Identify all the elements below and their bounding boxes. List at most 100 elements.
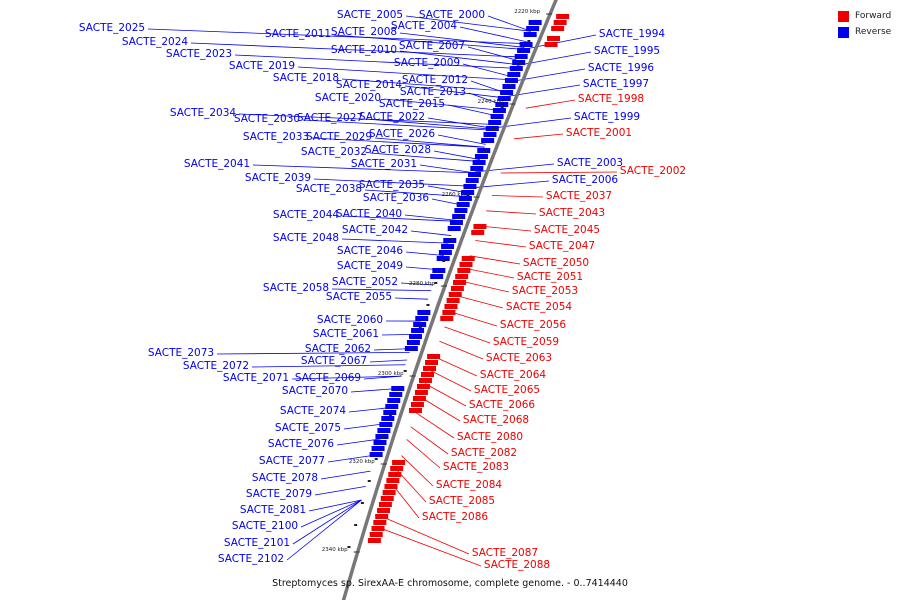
leader-line — [364, 189, 466, 197]
leader-line — [400, 282, 434, 286]
leader-line — [433, 150, 480, 160]
leader-line — [437, 134, 486, 145]
leader-line — [424, 383, 467, 407]
gene-label-reverse: SACTE_2071 — [223, 372, 289, 384]
small-feature — [360, 502, 364, 504]
gene-label-forward: SACTE_2066 — [469, 399, 536, 411]
forward-gene — [371, 526, 385, 531]
leader-line — [378, 527, 482, 567]
forward-gene — [547, 36, 561, 41]
gene-label-reverse: SACTE_2070 — [282, 385, 348, 397]
chromosome-backbone — [341, 0, 558, 600]
gene-label-reverse: SACTE_2029 — [306, 131, 372, 143]
reverse-gene — [454, 208, 468, 213]
gene-label-reverse: SACTE_2030 — [234, 113, 300, 125]
gene-label-reverse: SACTE_2055 — [326, 291, 392, 303]
backbone-line — [341, 0, 558, 600]
reverse-gene — [408, 334, 422, 339]
forward-gene — [471, 230, 485, 235]
forward-gene — [377, 508, 391, 513]
reverse-gene — [413, 322, 427, 327]
tick-label: 2220 kbp — [514, 9, 540, 15]
gene-label-reverse: SACTE_2028 — [365, 144, 431, 156]
leader-line — [369, 152, 480, 162]
reverse-gene — [483, 132, 497, 137]
leader-line — [392, 484, 420, 519]
gene-label-reverse: SACTE_2022 — [359, 111, 425, 123]
reverse-gene — [497, 96, 511, 101]
reverse-gene — [463, 184, 477, 189]
gene-label-reverse: SACTE_2077 — [259, 455, 325, 467]
forward-gene — [373, 520, 387, 525]
gene-label-reverse: SACTE_2027 — [297, 112, 363, 124]
forward-gene — [414, 390, 428, 395]
leader-line — [404, 214, 457, 221]
leader-line — [336, 438, 381, 446]
leader-line — [341, 78, 507, 92]
leader-line — [415, 412, 455, 439]
leader-line — [399, 32, 525, 48]
gene-label-reverse: SACTE_2046 — [337, 245, 404, 257]
small-feature — [450, 238, 454, 240]
reverse-gene — [526, 26, 540, 31]
leader-line — [420, 396, 461, 422]
forward-gene — [416, 384, 430, 389]
leader-line — [365, 118, 492, 130]
gene-label-forward: SACTE_2059 — [493, 336, 559, 348]
gene-label-forward: SACTE_2051 — [517, 271, 583, 283]
reverse-gene — [490, 114, 504, 119]
gene-label-reverse: SACTE_2013 — [400, 86, 466, 98]
forward-gene — [457, 268, 471, 273]
small-feature — [388, 414, 392, 416]
gene-label-reverse: SACTE_1994 — [599, 28, 666, 40]
reverse-gene — [430, 274, 444, 279]
legend-forward: Forward — [838, 8, 891, 24]
gene-label-reverse: SACTE_2058 — [263, 282, 329, 294]
forward-gene — [369, 532, 383, 537]
reverse-gene — [461, 190, 475, 195]
leader-line — [455, 295, 504, 309]
forward-gene — [551, 26, 565, 31]
gene-label-forward: SACTE_2043 — [539, 207, 605, 219]
small-feature — [500, 106, 504, 108]
small-feature — [418, 326, 422, 328]
gene-label-reverse: SACTE_2007 — [399, 40, 465, 52]
leader-line — [486, 210, 537, 215]
gene-label-reverse: SACTE_2040 — [336, 208, 402, 220]
gene-label-reverse: SACTE_2020 — [315, 92, 381, 104]
gene-label-forward: SACTE_2001 — [566, 127, 632, 139]
reverse-gene — [517, 48, 531, 53]
gene-label-reverse: SACTE_2061 — [313, 328, 379, 340]
reverse-gene — [519, 42, 533, 47]
leader-line — [500, 171, 618, 174]
forward-swatch — [838, 10, 849, 22]
leader-line — [373, 348, 411, 351]
reverse-gene — [379, 422, 393, 427]
small-feature — [509, 84, 513, 86]
reverse-gene — [502, 84, 516, 89]
leader-line — [234, 54, 516, 69]
gene-label-reverse: SACTE_2072 — [183, 360, 249, 372]
reverse-gene — [528, 20, 542, 25]
reverse-gene — [406, 340, 420, 345]
leader-line — [341, 238, 449, 244]
leader-line — [396, 469, 427, 503]
leader-line — [525, 99, 576, 109]
reverse-gene — [514, 54, 528, 59]
gene-label-reverse: SACTE_2003 — [557, 157, 623, 169]
leader-line — [300, 499, 362, 528]
gene-label-reverse: SACTE_2036 — [363, 192, 430, 204]
small-feature — [466, 194, 470, 196]
reverse-gene — [492, 108, 506, 113]
gene-label-forward: SACTE_2088 — [484, 559, 550, 571]
leader-line — [469, 255, 521, 265]
gene-label-reverse: SACTE_2004 — [391, 20, 458, 32]
gene-label-reverse: SACTE_2075 — [275, 422, 341, 434]
gene-label-reverse: SACTE_2041 — [184, 158, 250, 170]
gene-label-forward: SACTE_2085 — [429, 495, 495, 507]
leader-line — [467, 46, 519, 62]
forward-gene — [382, 490, 396, 495]
reverse-gene — [385, 404, 399, 409]
gene-label-forward: SACTE_2056 — [500, 319, 567, 331]
gene-label-forward: SACTE_2087 — [472, 547, 538, 559]
